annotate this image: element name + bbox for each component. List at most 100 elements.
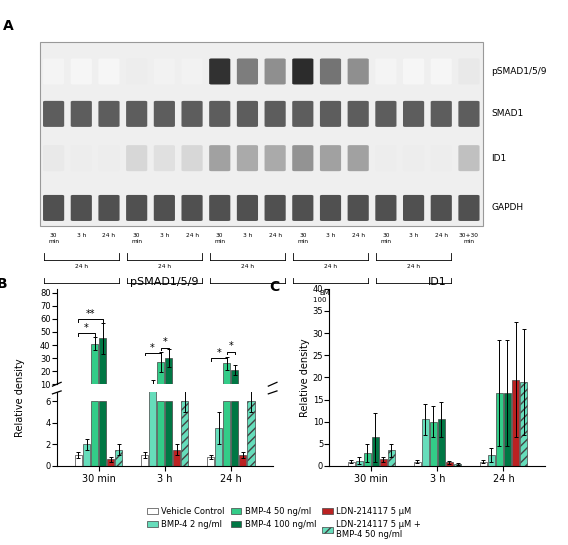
Bar [231, 401, 239, 466]
Bar [149, 384, 156, 397]
Bar [165, 358, 172, 397]
Bar [504, 393, 511, 466]
FancyBboxPatch shape [98, 145, 120, 171]
Bar [248, 401, 254, 466]
Text: BMP-4
100 ng/ml: BMP-4 100 ng/ml [312, 290, 348, 304]
Text: 24 h: 24 h [241, 264, 254, 269]
Bar [115, 395, 122, 397]
FancyBboxPatch shape [403, 58, 424, 84]
Bar [207, 457, 214, 466]
Title: pSMAD1/5/9: pSMAD1/5/9 [131, 277, 199, 287]
Text: pSMAD1/5/9: pSMAD1/5/9 [491, 67, 547, 76]
Bar [438, 420, 445, 466]
Bar [75, 455, 82, 466]
Text: 3 h: 3 h [160, 233, 169, 238]
FancyBboxPatch shape [209, 145, 231, 171]
Y-axis label: Relative density: Relative density [300, 338, 310, 417]
Bar [348, 462, 354, 466]
FancyBboxPatch shape [375, 101, 396, 127]
FancyBboxPatch shape [431, 195, 452, 221]
Bar [181, 390, 189, 397]
Bar [91, 401, 98, 466]
FancyBboxPatch shape [431, 58, 452, 84]
FancyBboxPatch shape [237, 101, 258, 127]
Bar [157, 401, 164, 466]
FancyBboxPatch shape [70, 58, 92, 84]
Text: B: B [0, 277, 7, 292]
Text: *: * [216, 348, 221, 358]
Bar [480, 462, 487, 466]
Bar [215, 393, 222, 397]
FancyBboxPatch shape [458, 195, 479, 221]
Bar [165, 401, 172, 466]
FancyBboxPatch shape [154, 145, 175, 171]
FancyBboxPatch shape [98, 58, 120, 84]
FancyBboxPatch shape [348, 101, 369, 127]
Bar [173, 450, 181, 466]
Bar [83, 395, 90, 397]
Bar [99, 401, 106, 466]
Bar [141, 396, 148, 397]
Text: 30
min: 30 min [131, 233, 142, 244]
Text: 24 h: 24 h [324, 264, 337, 269]
FancyBboxPatch shape [265, 195, 286, 221]
Text: 3 h: 3 h [77, 233, 86, 238]
Text: LDN
5 μM +
BMP-4
50 ng/ml: LDN 5 μM + BMP-4 50 ng/ml [453, 307, 485, 334]
Text: Relative density: Relative density [15, 359, 25, 437]
Bar [356, 461, 363, 466]
Bar [421, 420, 429, 466]
Bar [496, 393, 503, 466]
Bar [223, 364, 230, 397]
FancyBboxPatch shape [348, 145, 369, 171]
FancyBboxPatch shape [320, 145, 341, 171]
Text: 24 h: 24 h [186, 233, 199, 238]
FancyBboxPatch shape [182, 58, 203, 84]
Bar [372, 437, 379, 466]
Text: C: C [269, 280, 279, 294]
FancyBboxPatch shape [209, 101, 231, 127]
FancyBboxPatch shape [98, 195, 120, 221]
FancyBboxPatch shape [182, 101, 203, 127]
Bar [231, 370, 239, 397]
FancyBboxPatch shape [265, 145, 286, 171]
FancyBboxPatch shape [43, 58, 64, 84]
FancyBboxPatch shape [43, 195, 64, 221]
FancyBboxPatch shape [403, 195, 424, 221]
FancyBboxPatch shape [375, 195, 396, 221]
FancyBboxPatch shape [431, 145, 452, 171]
FancyBboxPatch shape [154, 101, 175, 127]
Bar [520, 382, 527, 466]
Bar [215, 428, 222, 466]
Bar [99, 338, 106, 397]
FancyBboxPatch shape [237, 145, 258, 171]
Legend: Vehicle Control, BMP-4 2 ng/ml, BMP-4 50 ng/ml, BMP-4 100 ng/ml, LDN-214117 5 μM: Vehicle Control, BMP-4 2 ng/ml, BMP-4 50… [145, 505, 423, 541]
Text: *: * [84, 323, 89, 333]
FancyBboxPatch shape [40, 42, 483, 226]
Text: *: * [228, 341, 233, 352]
FancyBboxPatch shape [320, 195, 341, 221]
Bar [223, 401, 230, 466]
Text: LDN-214117
5 μM: LDN-214117 5 μM [392, 290, 436, 304]
FancyBboxPatch shape [265, 58, 286, 84]
Bar [239, 455, 247, 466]
Bar [181, 401, 189, 466]
FancyBboxPatch shape [403, 101, 424, 127]
Bar [364, 453, 371, 466]
Bar [75, 396, 82, 397]
FancyBboxPatch shape [126, 58, 147, 84]
Text: 24 h: 24 h [102, 233, 115, 238]
FancyBboxPatch shape [458, 145, 479, 171]
Bar [173, 395, 181, 397]
FancyBboxPatch shape [43, 101, 64, 127]
Bar [115, 450, 122, 466]
Text: 3 h: 3 h [243, 233, 252, 238]
FancyBboxPatch shape [431, 101, 452, 127]
FancyBboxPatch shape [70, 101, 92, 127]
Title: ID1: ID1 [428, 277, 447, 287]
FancyBboxPatch shape [70, 145, 92, 171]
FancyBboxPatch shape [209, 195, 231, 221]
Bar [141, 455, 148, 466]
FancyBboxPatch shape [348, 195, 369, 221]
Text: 24 h: 24 h [435, 233, 448, 238]
Bar [388, 451, 395, 466]
